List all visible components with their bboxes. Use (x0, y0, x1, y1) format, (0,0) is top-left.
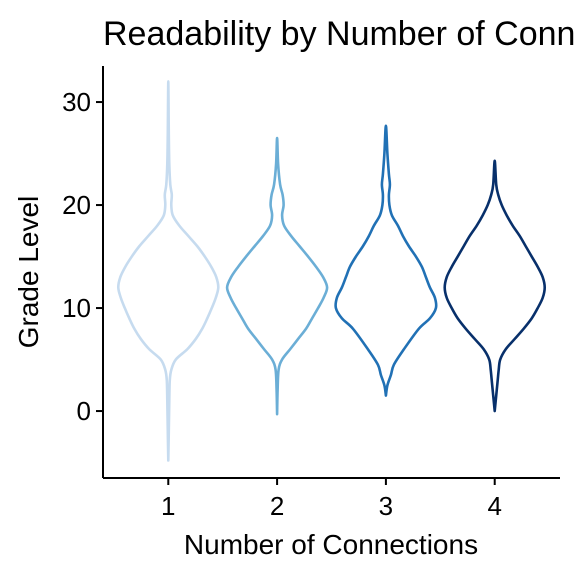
y-tick-label: 0 (77, 396, 91, 426)
x-tick-label: 3 (379, 491, 393, 521)
violin-1 (116, 80, 220, 462)
violin-group (116, 80, 547, 462)
x-axis-title: Number of Connections (184, 529, 478, 560)
x-tick-label: 4 (487, 491, 501, 521)
y-tick-label: 20 (62, 190, 91, 220)
x-tick-label: 1 (161, 491, 175, 521)
violin-3 (334, 124, 438, 397)
violin-4 (443, 159, 547, 413)
y-axis-ticks: 0 10 20 30 (62, 87, 103, 426)
y-tick-label: 10 (62, 293, 91, 323)
violin-2 (225, 136, 329, 416)
x-axis-ticks: 1 2 3 4 (161, 478, 502, 521)
y-tick-label: 30 (62, 87, 91, 117)
x-tick-label: 2 (270, 491, 284, 521)
y-axis-title: Grade Level (13, 196, 44, 349)
chart-title: Readability by Number of Connections (103, 15, 576, 53)
